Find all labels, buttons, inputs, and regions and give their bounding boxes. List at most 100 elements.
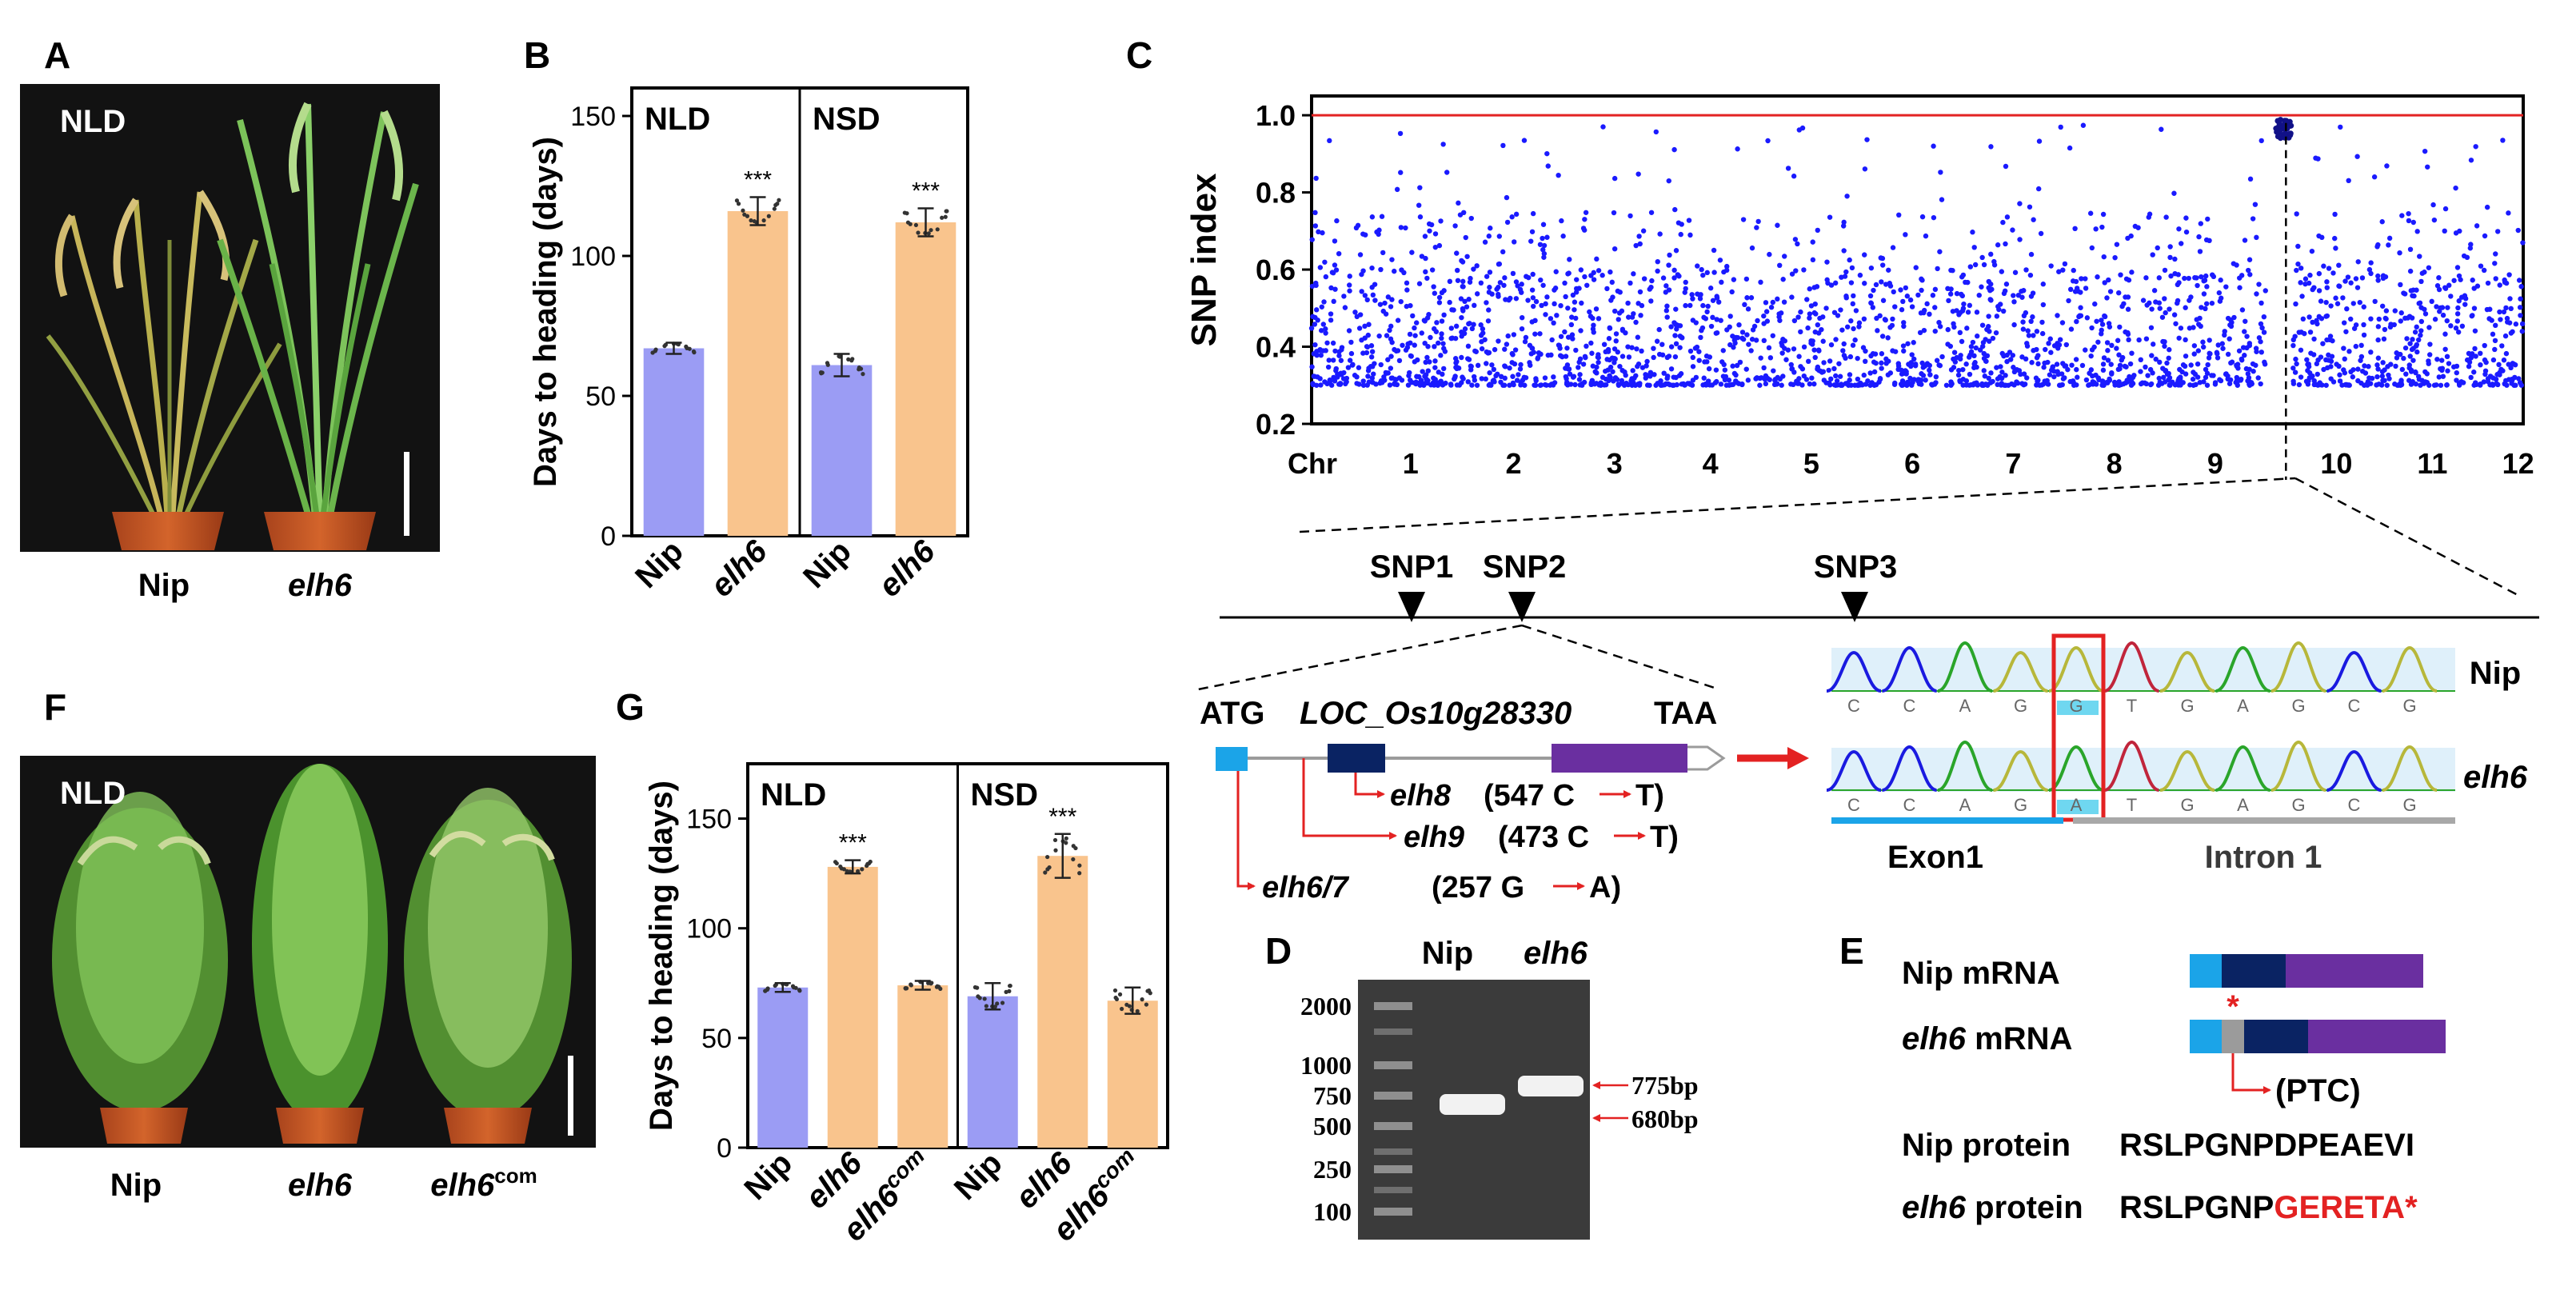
snp-point (1666, 262, 1671, 268)
snp-point (2314, 371, 2320, 377)
snp-point (1435, 340, 1441, 346)
snp-point (1855, 376, 1861, 382)
snp-point (2368, 349, 2374, 355)
snp-point (1427, 228, 1432, 234)
snp-point (2500, 138, 2506, 143)
snp-point (1544, 150, 1550, 157)
plot-frame (1310, 94, 2525, 425)
snp-point (2231, 261, 2237, 266)
snp-point (2418, 278, 2424, 285)
snp-point (1433, 381, 1440, 387)
snp-point (2041, 365, 2047, 370)
snp-point (1844, 324, 1851, 329)
snp-point (1892, 304, 1898, 310)
snp-point (1425, 368, 1432, 373)
snp-point (1834, 378, 1840, 384)
snp-point (1460, 284, 1466, 290)
snp-point (1890, 316, 1895, 322)
snp-point (1615, 288, 1621, 294)
snp-point (2151, 288, 2158, 294)
data-point (929, 981, 933, 986)
plant-label-elh6-a: elh6 (288, 568, 353, 603)
snp-point (1947, 291, 1954, 297)
snp-point (2167, 254, 2173, 261)
snp-point (1433, 329, 1440, 334)
snp-point (2512, 361, 2518, 368)
snp-point (2374, 373, 2380, 380)
snp-point (2261, 314, 2267, 320)
snp-point (2094, 318, 2099, 324)
data-point (1000, 1000, 1005, 1005)
snp-point (1907, 361, 1913, 367)
snp-point (2253, 362, 2258, 368)
snp-point (2003, 163, 2009, 170)
snp-point (1776, 262, 1783, 269)
snp-point (1995, 242, 2001, 248)
snp-point (2170, 379, 2175, 385)
snp-point (1820, 314, 1826, 320)
snp-point (2294, 211, 2299, 217)
snp-point (1931, 214, 1937, 221)
snp-point (1551, 320, 1556, 326)
snp-point (2222, 329, 2227, 334)
snp-point (1501, 282, 1507, 288)
snp-point (1867, 293, 1874, 299)
snp-point (2397, 250, 2402, 256)
snp-point (1432, 290, 1438, 296)
snp-point (2107, 289, 2114, 294)
data-point (1077, 863, 1082, 868)
snp-point (2219, 341, 2225, 346)
snp-point (1832, 280, 1839, 286)
snp-point (1461, 330, 1468, 337)
bar (757, 987, 809, 1148)
snp-point (2105, 348, 2111, 353)
snp-point (1509, 350, 1516, 357)
snp-point (2448, 294, 2454, 299)
snp-point (1920, 373, 1927, 378)
snp-point (1625, 344, 1631, 349)
snp-point (2454, 318, 2460, 324)
snp-point (1982, 373, 1987, 379)
snp-point (1863, 348, 1868, 354)
seq-base: C (1903, 696, 1916, 716)
snp-point (2496, 361, 2502, 368)
snp-point (2355, 366, 2361, 372)
snp-point (1636, 382, 1643, 388)
snp-point (2108, 361, 2114, 367)
snp-point (1530, 271, 1536, 278)
snp-point (1965, 310, 1971, 315)
snp-point (1779, 382, 1784, 388)
snp-point (2084, 315, 2091, 321)
ladder-bands (1374, 1002, 1412, 1216)
significance-label: *** (839, 830, 867, 857)
snp-point (2298, 374, 2304, 380)
snp-point (1532, 382, 1539, 388)
snp-point (2217, 298, 2223, 304)
snp-point (1808, 340, 1814, 346)
snp-point (1815, 322, 1821, 328)
snp-point (1909, 382, 1915, 388)
svg-text:(473 C: (473 C (1498, 821, 1589, 854)
traces (1826, 641, 2438, 792)
snp-point (1840, 223, 1847, 229)
snp-point (2025, 328, 2031, 333)
gene-end-label: TAA (1654, 696, 1717, 731)
snp-point (2341, 367, 2346, 373)
snp-point (1554, 313, 1560, 318)
snp-point (1553, 269, 1559, 274)
snp-point (1626, 314, 1631, 320)
snp-point (2099, 224, 2105, 230)
snp-point (1651, 354, 1656, 361)
data-point (1052, 837, 1058, 843)
snp-point (1781, 299, 1787, 305)
snp-point (2100, 211, 2107, 218)
snp-point (1746, 341, 1751, 347)
snp-point (2178, 381, 2184, 386)
snp-point (1819, 326, 1824, 333)
snp-point (1530, 303, 1536, 310)
snp-point (2501, 309, 2507, 315)
snp-point (1463, 234, 1468, 241)
snp-point (1519, 314, 1525, 321)
snp-point (1394, 186, 1400, 193)
snp-point (2204, 382, 2211, 388)
